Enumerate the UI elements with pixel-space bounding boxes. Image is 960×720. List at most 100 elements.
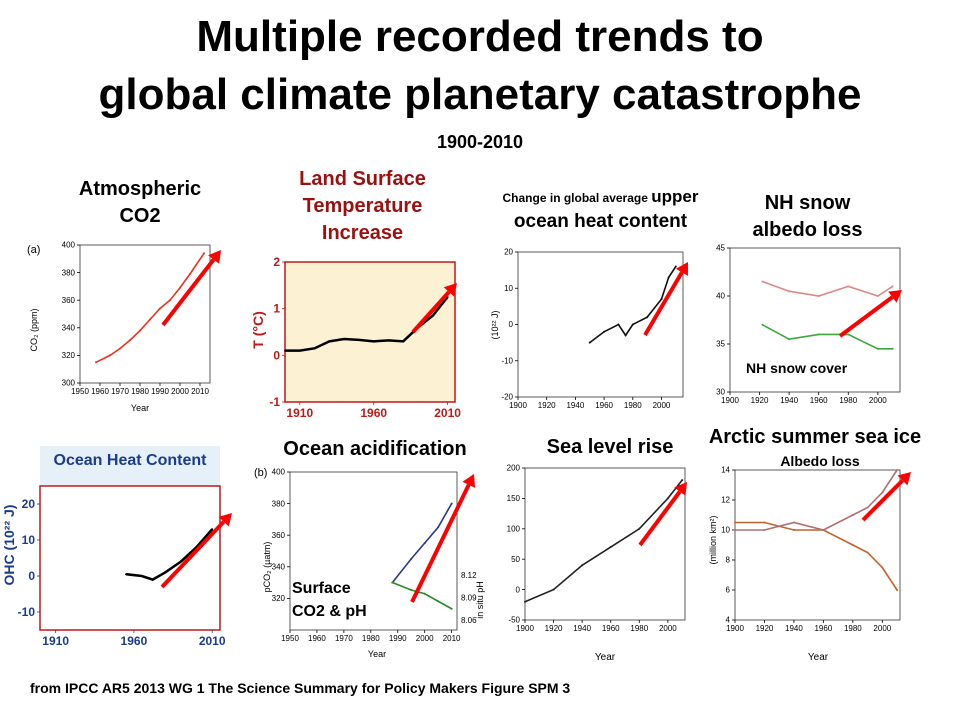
- land_temp-point: [402, 340, 405, 343]
- co2-point: [203, 252, 205, 255]
- co2-xtick-label: 2010: [191, 387, 209, 396]
- arctic-chart: (million km²) Year 1900 1920 1940 1960 1980 2…: [708, 466, 911, 663]
- sea_level-point: [666, 497, 669, 500]
- arctic_ice-point: [881, 491, 884, 494]
- ohc_lower-point: [151, 578, 154, 581]
- upper_ohc-xtick-label: 1940: [566, 401, 584, 410]
- sea_level-xtick-label: 1980: [630, 624, 648, 633]
- arctic_ice-ytick-label: 14: [721, 466, 730, 475]
- co2-xtick-label: 1980: [131, 387, 149, 396]
- land_temp-ytick-label: 2: [273, 255, 280, 269]
- title-line-1: Multiple recorded trends to: [196, 12, 764, 61]
- upper_ohc-ytick-label: -10: [501, 356, 513, 365]
- arctic_ice-plot-area: [734, 469, 901, 621]
- arctic_ice-point: [734, 529, 736, 531]
- co2-point: [179, 286, 181, 289]
- land_temp-point: [357, 338, 360, 341]
- arctic_ice-point: [851, 544, 854, 546]
- upper_ohc-point: [617, 323, 620, 326]
- land_temp-ytick-label: 1: [273, 302, 280, 316]
- ocean_acid-ytick-label: 360: [272, 531, 286, 540]
- nh-snow-label: NH snow albedo loss: [735, 190, 880, 244]
- land_temp-xtick-label: 1910: [286, 406, 313, 420]
- co2-chart: (a) CO₂ (ppm) Year 1950 1960 1970 1980 1990 2…: [27, 241, 221, 413]
- nh_snow-point: [761, 323, 764, 326]
- land_temp-plot-area: [284, 261, 456, 403]
- arctic_ice-point: [896, 589, 899, 591]
- land_temp-point: [298, 349, 301, 352]
- upper_ohc-trend-arrow-head: [675, 262, 688, 276]
- upper-ohc-chart: (10²² J) 1900 1920 1940 1960 1980 2000 -20 -10 0…: [490, 248, 688, 410]
- sea-level-label: Sea level rise: [546, 436, 674, 458]
- co2-xlabel: Year: [131, 403, 149, 413]
- sea_level-ytick-label: 100: [507, 524, 521, 533]
- nh_snow-ytick-label: 30: [716, 388, 725, 397]
- ohc_lower-ytick-label: 10: [22, 533, 36, 547]
- source-footer: from IPCC AR5 2013 WG 1 The Science Summ…: [30, 680, 571, 696]
- arctic_ice-point: [734, 521, 736, 524]
- co2-label-line2: CO2: [119, 205, 161, 227]
- upper_ohc-point: [624, 334, 627, 337]
- co2-point: [129, 339, 131, 342]
- arctic_ice-ytick-label: 6: [726, 586, 731, 595]
- co2-panel-tag: (a): [27, 244, 40, 256]
- upper-ohc-label-upper: upper: [651, 187, 699, 206]
- arctic_ice-ytick-label: 8: [726, 556, 731, 565]
- co2-ytick-label: 380: [62, 268, 76, 277]
- sea_level-trend-arrow-head: [674, 482, 687, 496]
- ohc-lower-title: Ocean Heat Content: [54, 452, 208, 469]
- ocean_acid-point: [391, 581, 394, 584]
- ohc-lower-chart: Ocean Heat Content OHC (10²² J) 1910 1960…: [1, 446, 232, 648]
- ohc_lower-ytick-label: 20: [22, 497, 36, 511]
- acid-xlabel: Year: [368, 649, 386, 659]
- arctic_ice-point: [866, 551, 869, 554]
- nh_snow-point: [847, 285, 850, 288]
- upper_ohc-point: [631, 323, 634, 326]
- land-temp-label-line1: Land Surface: [299, 168, 426, 190]
- co2-ytick-label: 300: [62, 379, 76, 388]
- sea_level-ytick-label: 150: [507, 494, 521, 503]
- land_temp-ytick-label: -1: [269, 395, 280, 409]
- ocean_acid-xtick-label: 1960: [308, 634, 326, 643]
- nh_snow-point: [788, 290, 791, 293]
- ohc_lower-point: [179, 560, 182, 563]
- upper_ohc-plot-area: [517, 251, 684, 398]
- ocean_acid-xtick-label: 1970: [335, 634, 353, 643]
- co2-point: [119, 347, 121, 350]
- arctic_ice-point: [792, 521, 795, 524]
- ocean_acid-trend-arrow-shaft: [410, 483, 471, 603]
- land_temp-point: [387, 339, 390, 342]
- arctic_ice-xtick-label: 1940: [785, 624, 803, 633]
- land_temp-trend-arrow-shaft: [411, 290, 451, 334]
- nh_snow-point: [891, 347, 894, 350]
- upper_ohc-xtick-label: 1920: [538, 401, 556, 410]
- ocean_acid-xtick-label: 2010: [443, 634, 461, 643]
- co2-xtick-label: 1960: [91, 387, 109, 396]
- arctic_ice-xtick-label: 1960: [814, 624, 832, 633]
- nh_snow-ytick-label: 45: [716, 244, 725, 253]
- ocean_acid-ytick-label: 340: [272, 562, 286, 571]
- upper_ohc-point: [667, 276, 670, 279]
- arctic_ice-point: [763, 529, 766, 531]
- ohc_lower-xtick-label: 2010: [199, 634, 226, 648]
- ocean_acid-xtick-label: 2000: [416, 634, 434, 643]
- ocean_acid-point: [423, 542, 426, 545]
- nh_snow-trend-arrow-shaft: [838, 295, 894, 338]
- nh_snow-point: [876, 347, 879, 350]
- arctic_ice-trend-arrow-head: [897, 472, 911, 486]
- co2-point: [159, 307, 161, 310]
- arctic_ice-series-1: [735, 469, 898, 531]
- arctic_ice-trend-arrow-shaft: [861, 479, 904, 522]
- nh_snow-plot-area: [729, 247, 901, 393]
- land-temp-ylabel: T (°C): [250, 311, 266, 348]
- nh-snow-label-line1: NH snow: [764, 192, 851, 214]
- arctic_ice-point: [851, 514, 854, 516]
- co2-ytick-label: 360: [62, 296, 76, 305]
- co2-ytick-label: 320: [62, 351, 76, 360]
- nh-snow-label-line2: albedo loss: [752, 219, 863, 241]
- land_temp-point: [372, 340, 375, 343]
- ohc_lower-ytick-label: 0: [28, 569, 35, 583]
- ohc_lower-point: [125, 573, 128, 576]
- nh_snow-point: [817, 333, 820, 336]
- acid-panel-tag: (b): [254, 467, 267, 479]
